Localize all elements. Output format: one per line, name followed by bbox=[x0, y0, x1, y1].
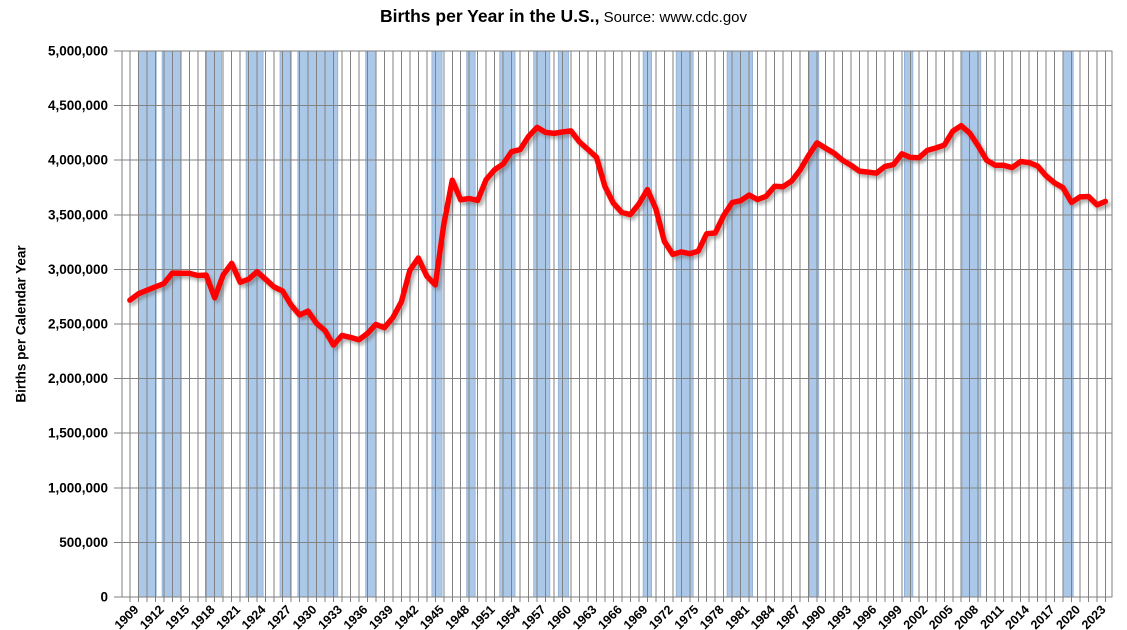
y-axis-tick-label: 1,000,000 bbox=[48, 480, 108, 495]
x-axis-tick-label: 1924 bbox=[239, 603, 269, 630]
y-axis-tick-label: 5,000,000 bbox=[48, 44, 108, 59]
x-axis-tick-label: 1990 bbox=[799, 603, 829, 630]
x-axis-tick-label: 1966 bbox=[595, 603, 625, 630]
y-axis-tick-label: 4,000,000 bbox=[48, 153, 108, 168]
x-axis-tick-label: 1927 bbox=[265, 603, 295, 630]
chart-title-source: Source: www.cdc.gov bbox=[599, 9, 748, 26]
x-axis-tick-label: 1948 bbox=[443, 603, 473, 630]
x-axis-tick-label: 1954 bbox=[494, 603, 524, 630]
y-axis-tick-label: 500,000 bbox=[59, 535, 108, 550]
x-axis-tick-label: 1978 bbox=[697, 603, 727, 630]
x-axis-tick-label: 1945 bbox=[417, 603, 447, 630]
x-axis-tick-label: 2014 bbox=[1003, 603, 1033, 630]
x-axis-tick-label: 1981 bbox=[723, 603, 753, 630]
y-axis-tick-label: 1,500,000 bbox=[48, 426, 108, 441]
x-axis-tick-label: 1912 bbox=[137, 603, 167, 630]
x-axis-tick-label: 2005 bbox=[926, 603, 956, 630]
x-axis-tick-label: 2008 bbox=[952, 603, 982, 630]
x-axis-tick-label: 1984 bbox=[748, 603, 778, 630]
x-axis-tick-label: 2023 bbox=[1079, 603, 1109, 630]
x-axis-tick-label: 1957 bbox=[519, 603, 549, 630]
x-axis-tick-label: 1975 bbox=[672, 603, 702, 630]
y-axis-tick-label: 2,000,000 bbox=[48, 371, 108, 386]
x-axis-tick-label: 1987 bbox=[774, 603, 804, 630]
x-axis-tick-label: 1969 bbox=[621, 603, 651, 630]
x-axis-tick-label: 1960 bbox=[544, 603, 574, 630]
chart-title-main: Births per Year in the U.S., bbox=[379, 6, 600, 26]
x-axis-tick-label: 2020 bbox=[1053, 603, 1083, 630]
x-axis-tick-label: 1939 bbox=[366, 603, 396, 630]
births-line-series bbox=[127, 122, 1109, 348]
axis-ticks bbox=[114, 50, 1106, 602]
y-axis-tick-label: 4,500,000 bbox=[48, 98, 108, 113]
x-axis-tick-label: 1999 bbox=[875, 603, 905, 630]
y-axis-tick-label: 2,500,000 bbox=[48, 317, 108, 332]
horizontal-gridlines bbox=[122, 105, 1112, 543]
y-axis-tick-label: 3,000,000 bbox=[48, 262, 108, 277]
y-axis-tick-labels: 5,000,000 4,500,000 4,000,000 3,500,000 3,00… bbox=[48, 44, 108, 605]
x-axis-tick-label: 2017 bbox=[1028, 603, 1058, 630]
x-axis-tick-label: 1963 bbox=[570, 603, 600, 630]
x-axis-tick-label: 1915 bbox=[163, 603, 193, 630]
chart-title: Births per Year in the U.S., Source: www… bbox=[0, 6, 1127, 27]
births-line bbox=[127, 122, 1109, 348]
x-axis-tick-label: 1933 bbox=[315, 603, 345, 630]
x-axis-tick-label: 1993 bbox=[824, 603, 854, 630]
x-axis-tick-label: 1942 bbox=[392, 603, 422, 630]
x-axis-tick-labels: 1909191219151918192119241927193019331936… bbox=[112, 603, 1109, 630]
x-axis-tick-label: 1918 bbox=[188, 603, 218, 630]
x-axis-tick-label: 1951 bbox=[468, 603, 498, 630]
x-axis-tick-label: 1909 bbox=[112, 603, 142, 630]
x-axis-tick-label: 1930 bbox=[290, 603, 320, 630]
y-axis-tick-label: 3,500,000 bbox=[48, 207, 108, 222]
x-axis-tick-label: 1921 bbox=[214, 603, 244, 630]
x-axis-tick-label: 2011 bbox=[978, 603, 1007, 630]
x-axis-tick-label: 1972 bbox=[646, 603, 676, 630]
y-axis-tick-label: 0 bbox=[100, 590, 108, 605]
x-axis-tick-label: 1936 bbox=[341, 603, 371, 630]
x-axis-tick-label: 2002 bbox=[901, 603, 931, 630]
x-axis-tick-label: 1996 bbox=[850, 603, 880, 630]
